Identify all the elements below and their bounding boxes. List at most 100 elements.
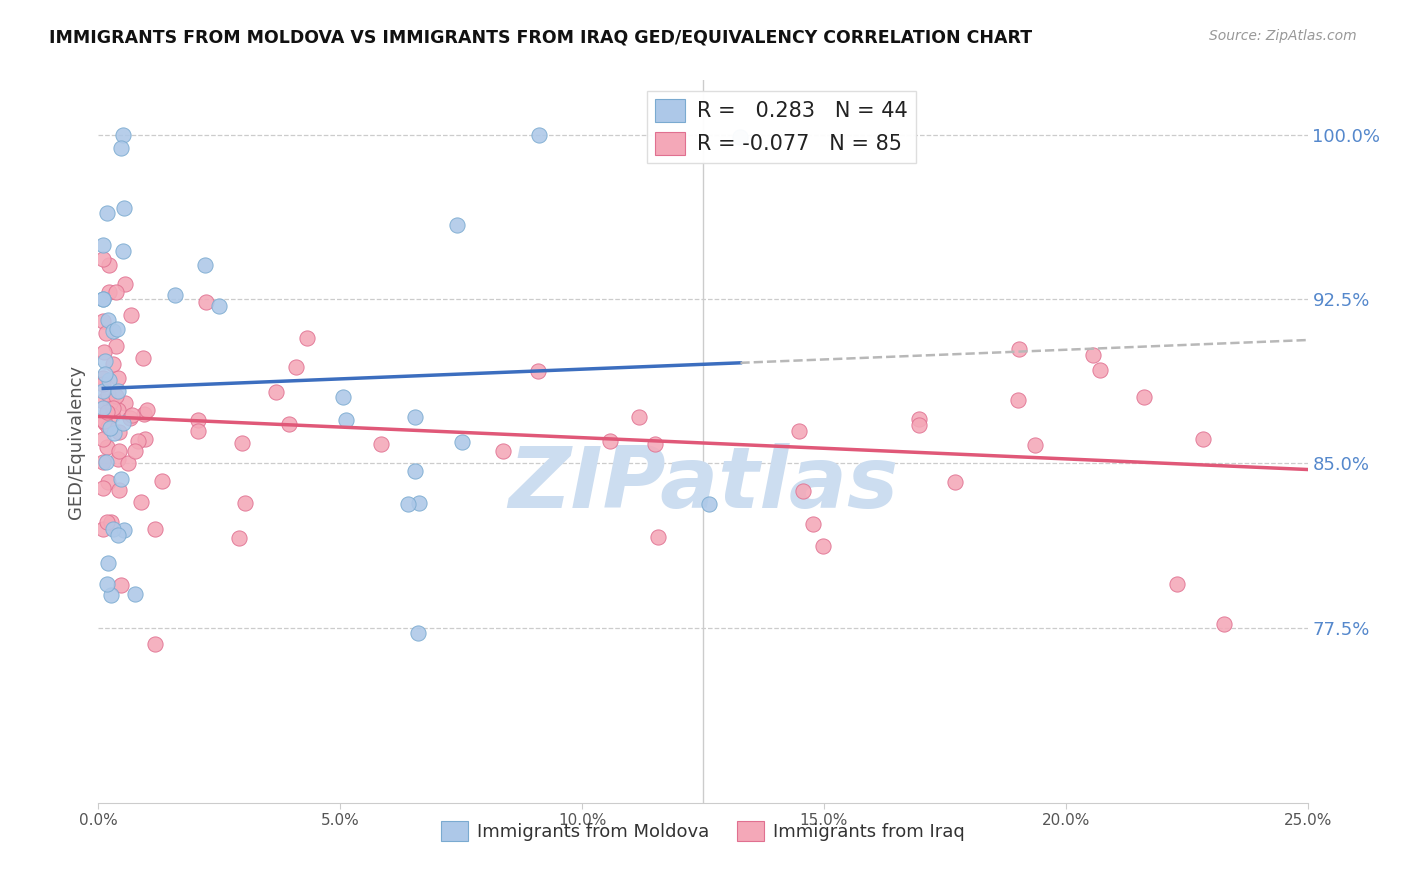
Point (107, 384, 129, 398)
Point (97, 557, 120, 571)
Point (491, 443, 513, 458)
Point (97, 475, 120, 489)
Point (105, 389, 128, 403)
Point (100, 588, 122, 602)
Point (332, 390, 354, 404)
Point (132, 407, 155, 421)
Point (91, 292, 114, 306)
Point (98, 258, 121, 272)
Point (1081, 348, 1104, 362)
Point (96, 576, 118, 591)
Point (94, 353, 117, 368)
Point (103, 425, 125, 440)
Point (187, 412, 209, 426)
Point (335, 413, 357, 427)
Point (163, 287, 186, 301)
Text: ZIPatlas: ZIPatlas (508, 443, 898, 526)
Point (91, 252, 114, 266)
Point (136, 402, 159, 417)
Point (1133, 390, 1156, 404)
Point (789, 424, 811, 438)
Point (107, 371, 129, 385)
Point (101, 522, 124, 536)
Point (96, 206, 118, 220)
Point (451, 435, 474, 450)
Point (943, 475, 966, 490)
Point (408, 496, 430, 510)
Point (811, 539, 834, 553)
Point (97, 285, 120, 299)
Point (404, 409, 426, 424)
Point (644, 437, 666, 451)
Point (112, 201, 135, 215)
Point (97, 420, 120, 434)
Y-axis label: GED/Equivalency: GED/Equivalency (67, 365, 86, 518)
Point (105, 285, 128, 300)
Point (117, 456, 139, 470)
Point (129, 495, 152, 509)
Point (233, 495, 256, 509)
Point (124, 444, 146, 458)
Point (792, 483, 814, 498)
Point (208, 300, 231, 314)
Point (297, 330, 319, 344)
Point (103, 357, 125, 371)
Point (107, 451, 129, 466)
Point (1007, 392, 1029, 407)
Point (98, 396, 121, 410)
Point (114, 277, 136, 291)
Point (93, 414, 115, 428)
Point (107, 444, 129, 458)
Point (93, 401, 115, 416)
Point (285, 360, 308, 375)
Point (1212, 617, 1234, 632)
Point (446, 219, 468, 233)
Point (96, 515, 118, 529)
Point (406, 625, 429, 640)
Point (93, 384, 115, 398)
Point (120, 308, 142, 322)
Point (96, 404, 118, 418)
Point (107, 528, 129, 542)
Point (145, 637, 167, 651)
Text: Source: ZipAtlas.com: Source: ZipAtlas.com (1209, 29, 1357, 43)
Point (97, 387, 120, 401)
Point (599, 434, 621, 448)
Point (264, 384, 287, 399)
Point (124, 587, 146, 601)
Point (396, 497, 419, 511)
Point (91, 455, 114, 469)
Point (231, 436, 253, 450)
Point (110, 472, 132, 486)
Point (91, 370, 114, 384)
Point (143, 522, 166, 536)
Point (91, 238, 114, 252)
Point (187, 424, 209, 438)
Point (194, 258, 217, 272)
Point (527, 364, 550, 378)
Point (104, 339, 127, 353)
Point (907, 418, 929, 433)
Point (94, 455, 117, 469)
Point (91, 432, 114, 446)
Point (112, 244, 135, 258)
Point (1090, 362, 1112, 376)
Point (131, 351, 153, 366)
Point (628, 410, 651, 425)
Point (105, 322, 128, 336)
Point (111, 128, 134, 142)
Point (107, 403, 129, 417)
Point (112, 523, 135, 537)
Point (127, 434, 149, 448)
Point (91, 314, 114, 328)
Point (1192, 432, 1215, 446)
Text: IMMIGRANTS FROM MOLDOVA VS IMMIGRANTS FROM IRAQ GED/EQUIVALENCY CORRELATION CHAR: IMMIGRANTS FROM MOLDOVA VS IMMIGRANTS FR… (49, 29, 1032, 46)
Point (91, 292, 114, 306)
Point (94, 326, 117, 340)
Point (91, 377, 114, 392)
Point (121, 408, 143, 422)
Point (91, 393, 114, 408)
Point (97, 313, 120, 327)
Point (110, 577, 132, 591)
Point (730, 129, 752, 144)
